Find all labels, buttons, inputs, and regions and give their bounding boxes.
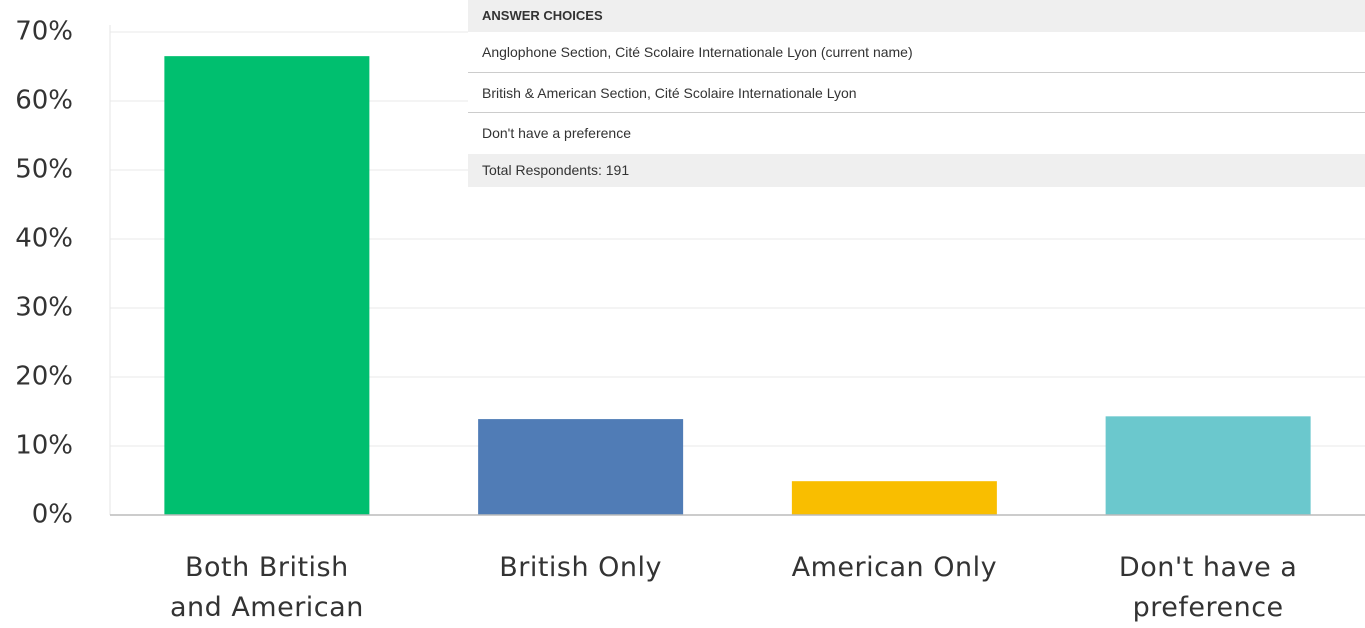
y-tick-label: 30% [15, 293, 73, 323]
bar [164, 56, 370, 516]
table-header: ANSWER CHOICES [468, 0, 1365, 32]
x-tick-label: American Only [791, 552, 998, 583]
y-tick-label: 0% [32, 500, 73, 530]
bar [791, 481, 997, 515]
x-tick-label: Don't have a preference [1118, 552, 1298, 623]
y-tick-label: 70% [15, 17, 73, 47]
y-tick-label: 40% [15, 224, 73, 254]
y-tick-label: 60% [15, 86, 73, 116]
y-tick-label: 50% [15, 155, 73, 185]
bar [1105, 416, 1311, 515]
bar [478, 419, 684, 515]
table-row: Don't have a preference [468, 113, 1365, 154]
y-tick-label: 10% [15, 431, 73, 461]
x-tick-label: British Only [499, 552, 663, 583]
table-row: Anglophone Section, Cité Scolaire Intern… [468, 32, 1365, 73]
x-tick-label: Both British and American [169, 552, 364, 623]
table-footer: Total Respondents: 191 [468, 153, 1365, 187]
table-row: British & American Section, Cité Scolair… [468, 72, 1365, 113]
answer-table: ANSWER CHOICES Anglophone Section, Cité … [468, 0, 1365, 187]
y-tick-label: 20% [15, 362, 73, 392]
